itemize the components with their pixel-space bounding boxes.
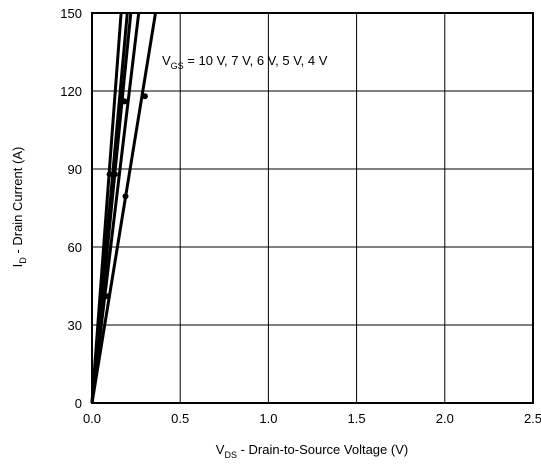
vgs-annotation-main: V (162, 53, 171, 68)
data-marker (106, 171, 113, 178)
data-marker (111, 171, 118, 178)
grid (92, 13, 533, 403)
y-axis-title-sub: D (18, 257, 28, 264)
y-tick-labels: 0 30 60 90 120 150 (60, 6, 82, 411)
x-tick-label: 0.5 (171, 411, 189, 426)
x-axis-title: VDS - Drain-to-Source Voltage (V) (216, 442, 408, 460)
x-axis-title-sub: DS (224, 450, 237, 460)
x-tick-label: 2.0 (436, 411, 454, 426)
vgs-annotation: VGS = 10 V, 7 V, 6 V, 5 V, 4 V (162, 53, 328, 71)
x-tick-label: 1.5 (348, 411, 366, 426)
vgs-annotation-sub: GS (171, 61, 184, 71)
series-line-5 (90, 12, 157, 404)
x-tick-label: 0.0 (83, 411, 101, 426)
markers-group (104, 93, 148, 300)
data-marker (122, 193, 129, 200)
series-line-4 (90, 12, 141, 404)
plot-frame (91, 12, 534, 404)
data-marker (141, 93, 148, 100)
y-tick-label: 60 (68, 240, 82, 255)
x-axis-title-main: V (216, 442, 225, 457)
y-axis-title-main: I (10, 264, 25, 268)
vgs-annotation-rest: = 10 V, 7 V, 6 V, 5 V, 4 V (184, 53, 328, 68)
y-tick-label: 0 (75, 396, 82, 411)
y-tick-label: 30 (68, 318, 82, 333)
y-tick-label: 90 (68, 162, 82, 177)
y-tick-label: 150 (60, 6, 82, 21)
y-tick-label: 120 (60, 84, 82, 99)
x-tick-label: 1.0 (259, 411, 277, 426)
data-marker (121, 98, 128, 105)
y-axis-title-rest: - Drain Current (A) (10, 147, 25, 258)
series-group (90, 12, 157, 404)
x-axis-title-rest: - Drain-to-Source Voltage (V) (237, 442, 408, 457)
data-marker (104, 293, 111, 300)
x-tick-label: 2.5 (524, 411, 541, 426)
x-tick-labels: 0.0 0.5 1.0 1.5 2.0 2.5 (83, 411, 541, 426)
y-axis-title: ID - Drain Current (A) (10, 147, 28, 268)
